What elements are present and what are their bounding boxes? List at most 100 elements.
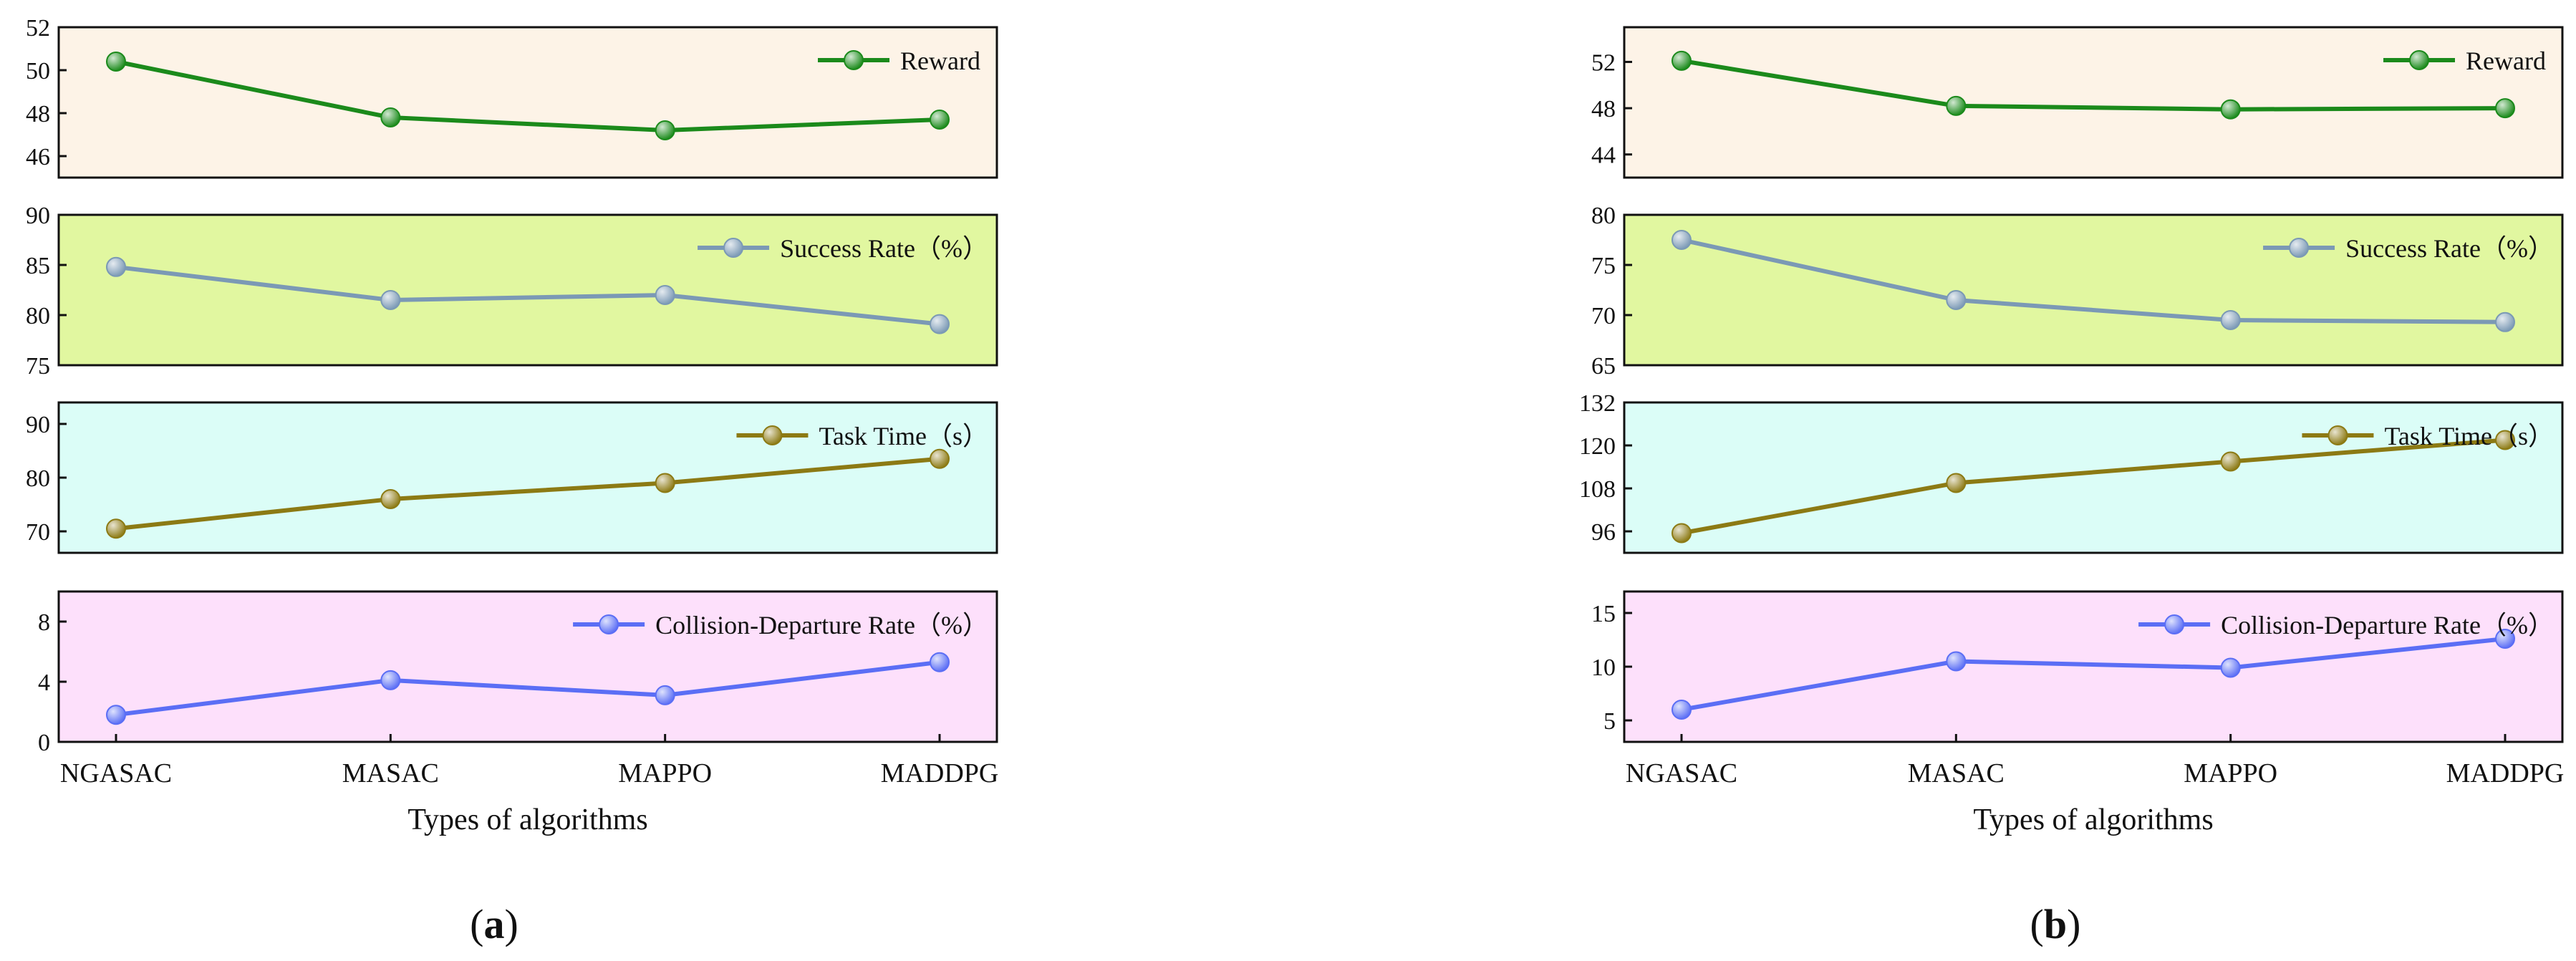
y-tick-label: 85 — [26, 253, 50, 279]
data-point — [106, 256, 126, 277]
plot-area — [1623, 401, 2564, 554]
y-tick-label: 80 — [26, 303, 50, 329]
legend-label: Task Time（s） — [819, 422, 988, 450]
plot-area — [57, 401, 998, 554]
data-point — [1946, 651, 1967, 672]
x-tick-label: MASAC — [1908, 758, 2005, 788]
y-tick-label: 0 — [38, 730, 50, 756]
y-tick-label: 15 — [1591, 601, 1616, 627]
legend-marker — [2289, 238, 2310, 258]
data-point — [380, 290, 401, 310]
y-tick-label: 75 — [1591, 253, 1616, 279]
data-point — [106, 705, 126, 725]
y-tick-label: 70 — [26, 519, 50, 546]
data-point — [380, 107, 401, 127]
legend-label: Reward — [900, 47, 980, 75]
legend-marker — [2327, 425, 2348, 445]
series-line — [1681, 238, 2506, 324]
subplot-4: 5 10 15 Collision-Departure Rate（%） — [1591, 590, 2564, 743]
series-line — [115, 660, 940, 718]
plot-area — [57, 26, 998, 179]
y-tick-label: 96 — [1591, 519, 1616, 546]
data-point — [1671, 700, 1692, 720]
y-tick-label: 48 — [1591, 96, 1616, 122]
y-tick-label: 52 — [26, 15, 50, 42]
y-tick-label: 5 — [1603, 708, 1616, 735]
data-point — [2220, 99, 2241, 120]
series-line — [1681, 637, 2506, 712]
plot-area — [57, 590, 998, 743]
x-tick-label: NGASAC — [60, 758, 172, 788]
data-point — [2220, 451, 2241, 472]
y-tick-label: 75 — [26, 353, 50, 380]
series-line — [1681, 58, 2506, 112]
data-point — [1946, 95, 1967, 116]
data-point — [2495, 312, 2515, 332]
subplot-2: 65 70 75 80 Success Rate（%） — [1591, 203, 2564, 380]
y-tick-label: 120 — [1579, 433, 1616, 460]
x-axis-label: Types of algorithms — [1973, 803, 2213, 836]
data-point — [655, 685, 675, 705]
series-line — [115, 456, 940, 531]
data-point — [106, 52, 126, 72]
x-axis-label: Types of algorithms — [407, 803, 647, 836]
y-tick-label: 70 — [1591, 303, 1616, 329]
x-tick-label: MAPPO — [2184, 758, 2277, 788]
y-tick-label: 48 — [26, 101, 50, 127]
legend-label: Collision-Departure Rate（%） — [2221, 611, 2554, 639]
data-point — [380, 670, 401, 690]
subplot-1: 46 48 50 52 Reward — [26, 15, 998, 179]
y-tick-label: 80 — [26, 465, 50, 492]
data-point — [1946, 473, 1967, 493]
subplot-3: 96 108 120 132 Task Time（s） — [1579, 390, 2564, 554]
data-point — [930, 110, 950, 130]
data-point — [1671, 523, 1692, 544]
data-point — [1671, 230, 1692, 250]
y-tick-label: 108 — [1579, 476, 1616, 503]
x-tick-label: MADDPG — [2446, 758, 2565, 788]
legend-label: Reward — [2466, 47, 2546, 75]
legend-marker — [599, 614, 619, 634]
y-tick-label: 46 — [26, 144, 50, 170]
data-point — [930, 314, 950, 334]
legend-marker — [762, 425, 783, 445]
data-point — [106, 518, 126, 539]
data-point — [655, 473, 675, 493]
data-point — [380, 489, 401, 509]
plot-area — [1623, 213, 2564, 367]
legend-label: Collision-Departure Rate（%） — [655, 611, 988, 639]
data-point — [1671, 50, 1692, 71]
chart-panel-b: 44 48 52 Reward 65 70 75 80 Success Rate（%） 96 108… — [1579, 26, 2565, 836]
y-tick-label: 4 — [38, 670, 50, 696]
data-point — [2220, 657, 2241, 678]
legend-marker — [2164, 614, 2185, 634]
x-tick-label: MAPPO — [618, 758, 712, 788]
subplot-2: 75 80 85 90 Success Rate（%） — [26, 203, 998, 380]
y-tick-label: 8 — [38, 609, 50, 636]
x-tick-label: NGASAC — [1626, 758, 1737, 788]
data-point — [655, 120, 675, 140]
legend-label: Task Time（s） — [2384, 422, 2554, 450]
legend-marker — [723, 238, 744, 258]
data-point — [930, 652, 950, 672]
panel-label-a: (a) — [470, 901, 518, 947]
y-tick-label: 90 — [26, 412, 50, 438]
plot-area — [1623, 26, 2564, 179]
subplot-3: 70 80 90 Task Time（s） — [26, 401, 998, 554]
data-point — [2495, 98, 2515, 119]
y-tick-label: 50 — [26, 58, 50, 84]
data-point — [2495, 430, 2515, 450]
legend-label: Success Rate（%） — [2345, 234, 2554, 263]
y-tick-label: 80 — [1591, 203, 1616, 229]
data-point — [2220, 310, 2241, 330]
plot-area — [57, 213, 998, 367]
x-tick-label: MADDPG — [881, 758, 999, 788]
y-tick-label: 90 — [26, 203, 50, 229]
y-tick-label: 44 — [1591, 143, 1616, 169]
x-tick-label: MASAC — [342, 758, 439, 788]
y-tick-label: 65 — [1591, 353, 1616, 380]
y-tick-label: 10 — [1591, 655, 1616, 681]
subplot-1: 44 48 52 Reward — [1591, 26, 2564, 179]
